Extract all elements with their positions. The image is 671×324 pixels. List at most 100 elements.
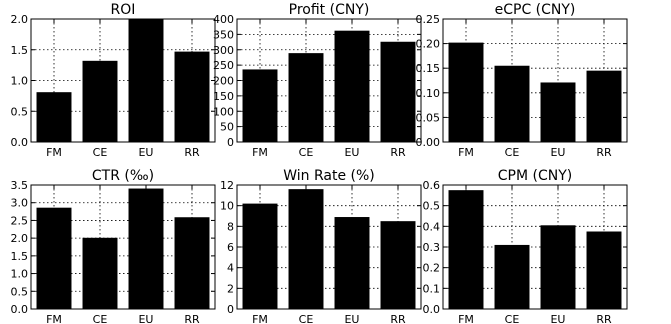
y-tick-label: 0.1	[423, 282, 441, 295]
y-tick-label: 0.00	[416, 136, 441, 149]
y-tick-label: 0.05	[416, 111, 441, 124]
x-tick-label: EU	[344, 313, 359, 324]
bar-ce	[288, 53, 324, 142]
x-tick-label: RR	[184, 146, 200, 159]
y-tick-label: 0.0	[11, 303, 29, 316]
y-tick-label: 3.0	[11, 197, 29, 210]
y-tick-label: 10	[220, 200, 234, 213]
chart-panel-0: ROI 0.0 0.5 1.0 1.5 2.0 FM CE EU RR	[11, 2, 216, 159]
x-tick-label: FM	[252, 146, 268, 159]
bar-rr	[380, 41, 416, 142]
plot-frame	[442, 18, 628, 143]
y-tick-label: 1.5	[11, 44, 29, 57]
y-tick-label: 50	[220, 121, 234, 134]
y-tick-label: 0.25	[416, 13, 441, 26]
y-tick-label: 0.5	[423, 200, 441, 213]
y-tick-label: 6	[227, 241, 234, 254]
bar-eu	[540, 225, 576, 309]
y-tick-label: 3.5	[11, 179, 29, 192]
chart-title: ROI	[111, 2, 136, 18]
y-tick-label: 4	[227, 262, 234, 275]
plot-frame	[30, 18, 216, 143]
bar-eu	[334, 217, 370, 309]
chart-title: Win Rate (%)	[283, 168, 375, 184]
x-tick-label: CE	[299, 313, 314, 324]
x-tick-label: RR	[184, 313, 200, 324]
y-tick-label: 0.2	[423, 262, 441, 275]
y-tick-label: 0.5	[11, 285, 29, 298]
y-tick-label: 8	[227, 220, 234, 233]
bar-eu	[128, 19, 164, 142]
bar-fm	[36, 92, 72, 142]
plot-frame	[442, 184, 628, 310]
chart-panel-5: CPM (CNY) 0.0 0.1 0.2 0.3 0.4 0.5 0.6 FM CE EU RR	[423, 168, 628, 324]
y-tick-label: 0.0	[11, 136, 29, 149]
x-tick-label: EU	[138, 313, 153, 324]
bar-fm	[242, 69, 278, 142]
x-tick-label: FM	[458, 146, 474, 159]
y-tick-label: 0.20	[416, 38, 441, 51]
chart-panel-3: CTR (‰) 0.0 0.5 1.0 1.5 2.0 2.5 3.0 3.5 FM CE EU RR	[11, 168, 216, 324]
x-tick-label: EU	[550, 313, 565, 324]
bar-rr	[586, 231, 622, 309]
chart-panel-4: Win Rate (%) 0 2 4 6 8 10 12 FM CE EU RR	[220, 168, 422, 324]
x-tick-label: CE	[505, 146, 520, 159]
plot-frame	[30, 184, 216, 310]
bar-fm	[242, 203, 278, 309]
x-tick-label: EU	[138, 146, 153, 159]
y-tick-label: 400	[213, 13, 234, 26]
plot-frame	[236, 18, 422, 143]
x-tick-label: RR	[390, 313, 406, 324]
y-tick-label: 0	[227, 136, 234, 149]
y-tick-label: 0.3	[423, 241, 441, 254]
y-tick-label: 2.0	[11, 13, 29, 26]
y-tick-label: 0.6	[423, 179, 441, 192]
bar-eu	[540, 82, 576, 142]
x-tick-label: RR	[390, 146, 406, 159]
y-tick-label: 350	[213, 28, 234, 41]
x-tick-label: CE	[93, 313, 108, 324]
y-tick-label: 150	[213, 90, 234, 103]
y-tick-label: 12	[220, 179, 234, 192]
y-tick-label: 2.5	[11, 214, 29, 227]
y-tick-label: 0.5	[11, 105, 29, 118]
y-tick-label: 0.0	[423, 303, 441, 316]
y-tick-label: 0	[227, 303, 234, 316]
bar-fm	[448, 42, 484, 143]
bar-rr	[380, 221, 416, 309]
x-tick-label: CE	[93, 146, 108, 159]
y-tick-label: 100	[213, 105, 234, 118]
y-tick-label: 250	[213, 59, 234, 72]
x-tick-label: CE	[299, 146, 314, 159]
bar-fm	[448, 190, 484, 309]
y-tick-label: 1.5	[11, 250, 29, 263]
chart-title: Profit (CNY)	[289, 2, 370, 18]
bar-rr	[174, 217, 210, 309]
y-tick-label: 300	[213, 44, 234, 57]
y-tick-label: 0.10	[416, 87, 441, 100]
x-tick-label: EU	[344, 146, 359, 159]
x-tick-label: FM	[46, 146, 62, 159]
y-tick-label: 200	[213, 75, 234, 88]
chart-panel-2: eCPC (CNY) 0.00 0.05 0.10 0.15 0.20 0.25 FM CE EU…	[416, 2, 628, 159]
y-tick-label: 2.0	[11, 232, 29, 245]
chart-title: CTR (‰)	[92, 168, 154, 184]
x-tick-label: EU	[550, 146, 565, 159]
chart-title: CPM (CNY)	[498, 168, 572, 184]
x-tick-label: CE	[505, 313, 520, 324]
chart-title: eCPC (CNY)	[495, 2, 576, 18]
y-tick-label: 0.4	[423, 220, 441, 233]
y-tick-label: 0.15	[416, 62, 441, 75]
x-tick-label: FM	[252, 313, 268, 324]
bar-rr	[174, 51, 210, 142]
bar-eu	[128, 188, 164, 309]
x-tick-label: FM	[458, 313, 474, 324]
bar-ce	[82, 237, 118, 309]
x-tick-label: RR	[596, 146, 612, 159]
x-tick-label: RR	[596, 313, 612, 324]
bar-fm	[36, 207, 72, 309]
bar-eu	[334, 30, 370, 143]
bar-ce	[288, 189, 324, 309]
y-tick-label: 1.0	[11, 75, 29, 88]
